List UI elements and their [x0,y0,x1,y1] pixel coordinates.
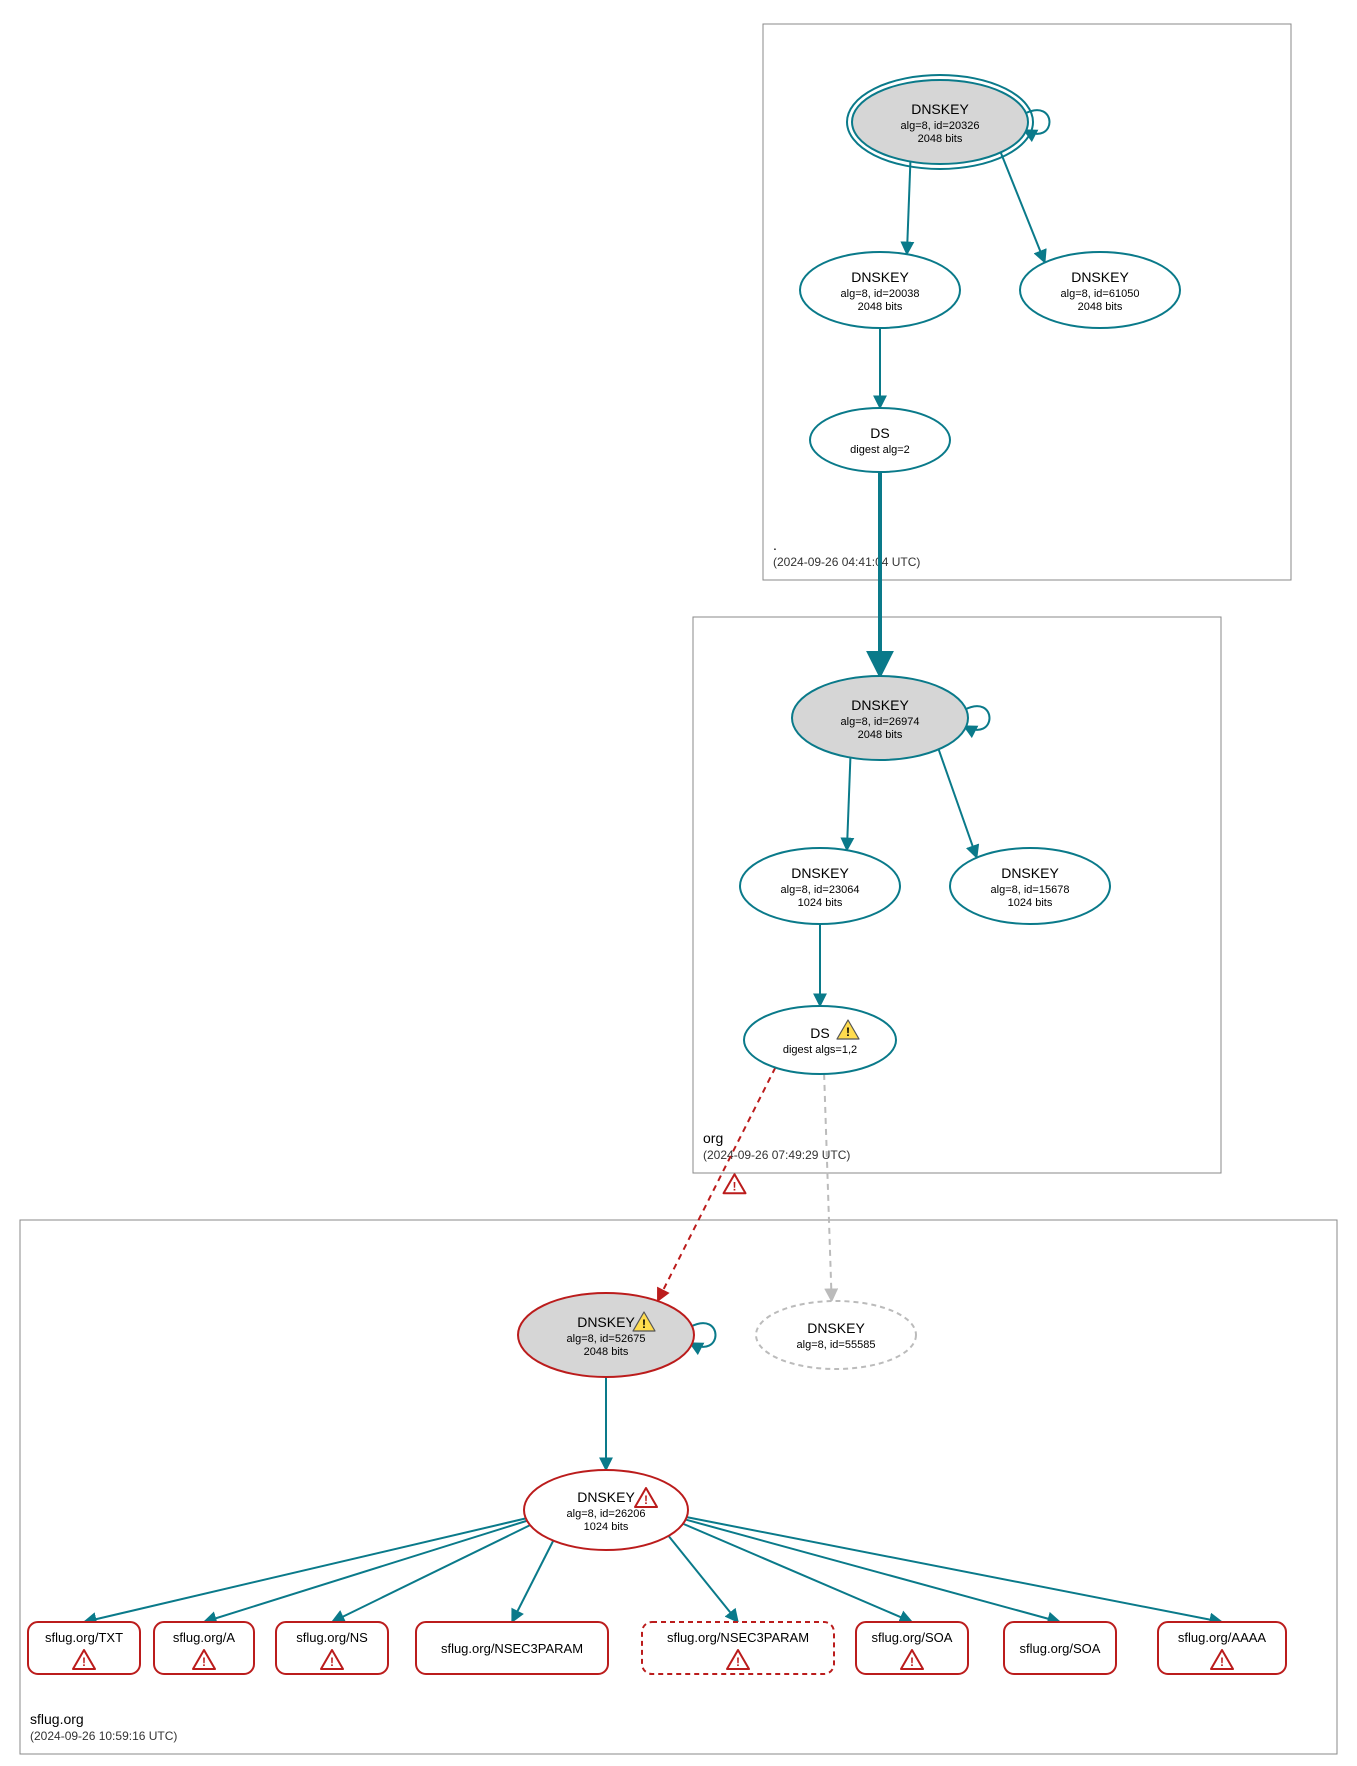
edge [824,1074,832,1301]
svg-text:!: ! [82,1655,86,1669]
zone-label: . [773,537,777,553]
svg-text:DNSKEY: DNSKEY [1001,865,1059,881]
svg-text:digest alg=2: digest alg=2 [850,444,910,456]
node-org_zsk2: DNSKEY alg=8, id=156781024 bits [950,848,1110,924]
svg-text:alg=8, id=20038: alg=8, id=20038 [841,288,920,300]
svg-text:!: ! [644,1493,648,1507]
svg-text:DNSKEY: DNSKEY [577,1489,635,1505]
rrset-label: sflug.org/NS [296,1630,368,1645]
zone-timestamp: (2024-09-26 04:41:04 UTC) [773,555,920,569]
node-root_zsk1: DNSKEY alg=8, id=200382048 bits [800,252,960,328]
svg-text:DNSKEY: DNSKEY [791,865,849,881]
svg-text:DNSKEY: DNSKEY [1071,269,1129,285]
node-org_ksk: DNSKEY alg=8, id=269742048 bits [792,676,968,760]
rrset-label: sflug.org/A [173,1630,235,1645]
zone-label: sflug.org [30,1711,84,1727]
rrset-edge [84,1518,526,1622]
zone-timestamp: (2024-09-26 07:49:29 UTC) [703,1148,850,1162]
svg-text:DNSKEY: DNSKEY [577,1314,635,1330]
svg-text:!: ! [202,1655,206,1669]
rrset-label: sflug.org/TXT [45,1630,123,1645]
rrset-label: sflug.org/SOA [1020,1641,1101,1656]
node-sflug_ksk: DNSKEY alg=8, id=526752048 bits [518,1293,694,1377]
svg-text:DNSKEY: DNSKEY [911,101,969,117]
svg-text:!: ! [642,1317,646,1331]
svg-text:DNSKEY: DNSKEY [807,1320,865,1336]
svg-text:alg=8, id=26974: alg=8, id=26974 [841,716,920,728]
edge [658,1068,776,1301]
node-root_zsk2: DNSKEY alg=8, id=610502048 bits [1020,252,1180,328]
edge [907,162,910,255]
rrset-label: sflug.org/NSEC3PARAM [441,1641,583,1656]
rrset-edge [669,1536,738,1622]
node-sflug_zsk: DNSKEY alg=8, id=262061024 bits [524,1470,688,1550]
svg-text:digest algs=1,2: digest algs=1,2 [783,1044,857,1056]
node-org_zsk1: DNSKEY alg=8, id=230641024 bits [740,848,900,924]
error-icon: ! [724,1174,746,1193]
svg-text:DNSKEY: DNSKEY [851,269,909,285]
svg-text:!: ! [846,1025,850,1039]
svg-text:DS: DS [870,425,889,441]
svg-text:alg=8, id=52675: alg=8, id=52675 [567,1333,646,1345]
node-org_ds: DS digest algs=1,2 [744,1006,896,1074]
svg-text:DNSKEY: DNSKEY [851,697,909,713]
rrset-edge [686,1520,1060,1622]
svg-text:1024 bits: 1024 bits [798,897,843,909]
svg-text:alg=8, id=61050: alg=8, id=61050 [1061,288,1140,300]
svg-text:alg=8, id=23064: alg=8, id=23064 [781,884,860,896]
edge [847,758,850,851]
edge [1001,152,1045,262]
dnssec-graph: . (2024-09-26 04:41:04 UTC) org (2024-09-26… [0,0,1357,1766]
node-root_ds: DS digest alg=2 [810,408,950,472]
svg-text:!: ! [736,1655,740,1669]
svg-text:alg=8, id=55585: alg=8, id=55585 [797,1339,876,1351]
svg-text:!: ! [733,1179,737,1193]
node-root_ksk: DNSKEY alg=8, id=203262048 bits [847,75,1033,169]
rrset-label: sflug.org/AAAA [1178,1630,1266,1645]
rrset-label: sflug.org/SOA [872,1630,953,1645]
svg-text:alg=8, id=26206: alg=8, id=26206 [567,1508,646,1520]
svg-text:2048 bits: 2048 bits [858,301,903,313]
svg-text:1024 bits: 1024 bits [584,1521,629,1533]
svg-text:alg=8, id=20326: alg=8, id=20326 [901,120,980,132]
svg-text:2048 bits: 2048 bits [918,133,963,145]
svg-text:!: ! [1220,1655,1224,1669]
svg-text:alg=8, id=15678: alg=8, id=15678 [991,884,1070,896]
svg-text:2048 bits: 2048 bits [584,1346,629,1358]
rrset-edge [687,1517,1222,1622]
rrset-edge [512,1541,553,1622]
svg-text:!: ! [910,1655,914,1669]
svg-text:1024 bits: 1024 bits [1008,897,1053,909]
svg-text:2048 bits: 2048 bits [1078,301,1123,313]
svg-text:2048 bits: 2048 bits [858,729,903,741]
rrset-edge [204,1521,527,1622]
node-sflug_grey: DNSKEY alg=8, id=55585 [756,1301,916,1369]
zone-label: org [703,1130,723,1146]
rrset-label: sflug.org/NSEC3PARAM [667,1630,809,1645]
svg-text:DS: DS [810,1025,829,1041]
svg-text:!: ! [330,1655,334,1669]
zone-timestamp: (2024-09-26 10:59:16 UTC) [30,1729,177,1743]
edge [939,749,977,857]
